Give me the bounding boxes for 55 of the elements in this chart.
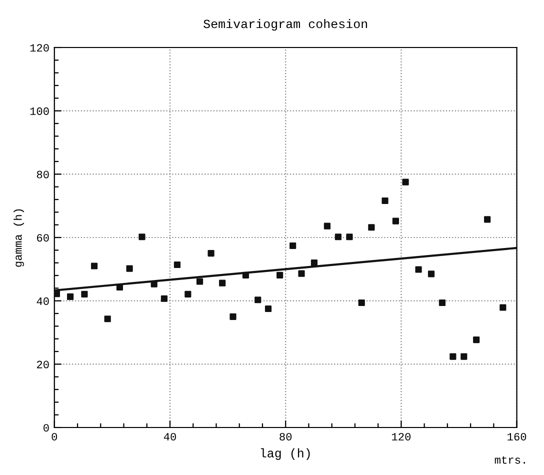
point [174,261,181,268]
chart-title: Semivariogram cohesion [204,18,368,31]
point [138,234,146,240]
y-tick-label: 120 [30,44,49,52]
y-axis-title: gamma (h) [14,209,24,267]
x-axis-title: lag (h) [260,448,310,460]
point [230,313,236,320]
point [290,242,296,250]
point [219,280,226,286]
y-tick-label: 100 [30,107,49,115]
point [54,290,60,298]
point [90,262,98,270]
point [438,299,446,306]
y-tick-label: 40 [36,297,49,305]
point [473,336,480,344]
x-tick-label: 160 [508,432,526,441]
point [334,234,342,240]
point [358,299,365,306]
point [116,284,124,291]
point [104,316,111,322]
point [450,353,456,360]
point [67,293,74,300]
point [402,178,409,186]
point [346,234,353,240]
point [415,266,422,273]
point [208,250,214,257]
point [254,296,262,304]
y-tick-label: 20 [36,360,49,368]
point [428,270,435,278]
text: mtrs. [494,456,525,464]
point [484,216,491,223]
point [81,290,88,298]
point [276,272,284,278]
point [368,224,375,231]
point [184,290,192,298]
point [324,222,331,230]
y-tick-label: 0 [44,424,49,432]
point [298,270,305,277]
point [460,353,468,360]
point [382,197,388,204]
x-tick-label: 0 [52,432,58,441]
point [500,304,506,311]
point [196,278,204,285]
point [150,280,158,288]
point [242,272,250,278]
x-tick-label: 120 [392,432,411,441]
point [392,218,399,224]
point [126,265,133,272]
y-tick-label: 80 [36,170,49,178]
point [160,295,168,302]
x-tick-label: 40 [164,432,176,441]
point [310,260,318,266]
y-tick-label: 60 [37,234,49,242]
point [264,305,272,312]
x-tick-label: 80 [280,432,292,441]
